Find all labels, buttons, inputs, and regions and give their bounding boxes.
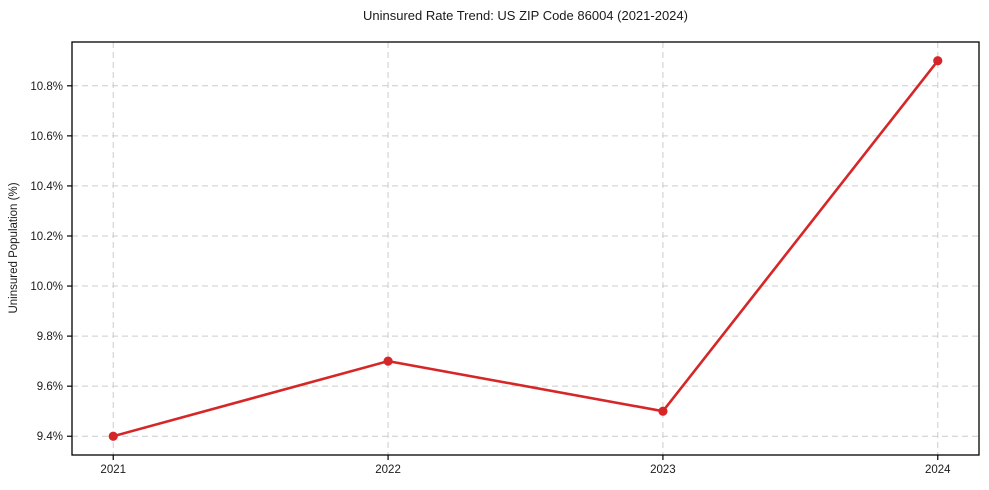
- x-tick-label: 2024: [925, 464, 951, 476]
- y-tick-label: 10.4%: [30, 181, 63, 193]
- y-tick-label: 10.0%: [30, 281, 63, 293]
- y-axis-label: Uninsured Population (%): [8, 182, 20, 314]
- data-point-marker: [108, 431, 118, 441]
- x-tick-label: 2023: [650, 464, 676, 476]
- data-point-marker: [933, 56, 943, 66]
- y-tick-label: 10.6%: [30, 131, 63, 143]
- y-tick-label: 10.8%: [30, 81, 63, 93]
- trend-line: [111, 59, 940, 438]
- y-tick-label: 9.6%: [37, 381, 63, 393]
- plot-border: [71, 41, 980, 456]
- y-tick-label: 9.8%: [37, 331, 63, 343]
- y-tick-label: 9.4%: [37, 431, 63, 443]
- data-point-marker: [658, 406, 668, 416]
- y-tick-label: 10.2%: [30, 231, 63, 243]
- x-tick-label: 2022: [375, 464, 401, 476]
- chart-title: Uninsured Rate Trend: US ZIP Code 86004 …: [363, 8, 688, 23]
- x-tick-label: 2021: [100, 464, 126, 476]
- data-point-marker: [383, 356, 393, 366]
